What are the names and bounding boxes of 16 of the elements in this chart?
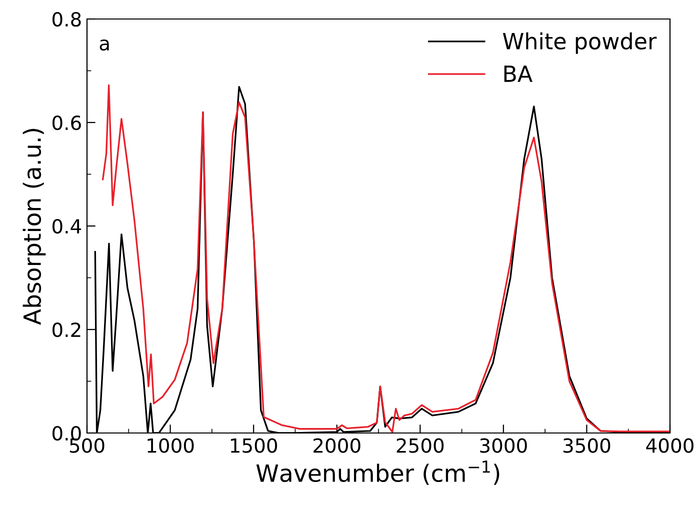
y-axis-title: Absorption (a.u.) xyxy=(22,128,46,325)
y-tick-label: 0.6 xyxy=(52,115,81,130)
legend-label: White powder xyxy=(502,32,657,54)
x-tick-label: 1000 xyxy=(148,438,194,453)
legend-label: BA xyxy=(504,66,532,82)
x-tick-label: 4000 xyxy=(646,438,694,453)
x-tick-label: 3000 xyxy=(480,438,527,453)
annotation: a xyxy=(100,39,109,51)
x-tick-label: 2500 xyxy=(396,438,444,453)
x-axis-title: Wavenumber (cm$^{−1}$) xyxy=(256,460,500,485)
x-tick-label: 3500 xyxy=(563,438,610,453)
x-tick-label: 1500 xyxy=(230,438,278,453)
y-tick-label: 0.8 xyxy=(52,12,81,27)
x-tick-label: 2000 xyxy=(314,438,360,453)
y-tick-label: 0.4 xyxy=(52,218,82,234)
y-tick-label: 0.2 xyxy=(52,322,80,338)
